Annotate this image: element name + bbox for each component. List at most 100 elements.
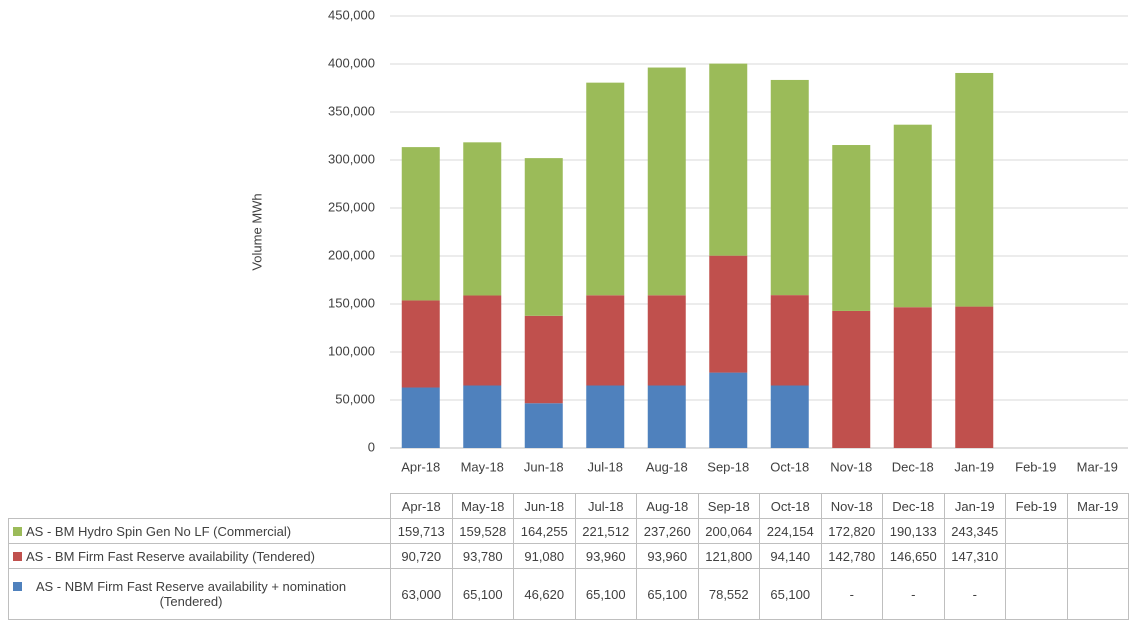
bar-segment: [586, 385, 625, 448]
y-tick-label: 100,000: [328, 343, 375, 358]
table-cell: [1066, 568, 1129, 620]
bar-segment: [770, 79, 809, 296]
table-cell: [1066, 518, 1129, 544]
y-tick-label: 350,000: [328, 103, 375, 118]
x-tick-label: May-18: [461, 459, 504, 474]
x-tick-label: Oct-18: [770, 459, 809, 474]
y-tick-label: 0: [368, 439, 375, 454]
table-cell: 78,552: [697, 568, 760, 620]
bar-segment: [832, 310, 871, 448]
table-cell: 224,154: [759, 518, 822, 544]
data-table: Apr-18 May-18 Jun-18 Jul-18 Aug-18 Sep-18 Oct-…: [8, 493, 1129, 620]
table-series-name: AS - BM Hydro Spin Gen No LF (Commercial…: [8, 518, 391, 544]
table-cell: -: [882, 568, 945, 620]
y-tick-label: 450,000: [328, 7, 375, 22]
bar-segment: [524, 158, 563, 316]
legend-label: AS - NBM Firm Fast Reserve availability …: [35, 579, 347, 609]
x-tick-label: Feb-19: [1015, 459, 1056, 474]
x-tick-label: Mar-19: [1077, 459, 1118, 474]
table-row: AS - BM Firm Fast Reserve availability (…: [8, 543, 1129, 569]
bar-segment: [586, 82, 625, 296]
table-cell: 164,255: [513, 518, 576, 544]
bar-segment: [524, 403, 563, 448]
table-cell: 65,100: [759, 568, 822, 620]
table-header-cell: Aug-18: [636, 493, 699, 519]
table-series-name: AS - BM Firm Fast Reserve availability (…: [8, 543, 391, 569]
y-tick-label: 50,000: [335, 391, 375, 406]
legend-label: AS - BM Firm Fast Reserve availability (…: [26, 548, 315, 564]
table-cell: 65,100: [451, 568, 514, 620]
table-cell: [1066, 543, 1129, 569]
bar-segment: [647, 67, 686, 296]
table-cell: 90,720: [390, 543, 453, 569]
table-header-cell: Jun-18: [513, 493, 576, 519]
y-tick-label: 200,000: [328, 247, 375, 262]
table-cell: 93,780: [451, 543, 514, 569]
bar-segment: [709, 255, 748, 373]
table-cell: 46,620: [513, 568, 576, 620]
x-tick-label: Nov-18: [830, 459, 872, 474]
y-tick-label: 300,000: [328, 151, 375, 166]
table-cell: 65,100: [574, 568, 637, 620]
bar-segment: [955, 306, 994, 448]
x-tick-label: Jun-18: [524, 459, 564, 474]
table-cell: 65,100: [636, 568, 699, 620]
table-cell: 200,064: [697, 518, 760, 544]
x-tick-label: Aug-18: [646, 459, 688, 474]
table-cell: 221,512: [574, 518, 637, 544]
bar-segment: [647, 385, 686, 448]
y-tick-label: 250,000: [328, 199, 375, 214]
table-cell: 142,780: [820, 543, 883, 569]
legend-label: AS - BM Hydro Spin Gen No LF (Commercial…: [26, 523, 292, 539]
table-cell: 63,000: [390, 568, 453, 620]
x-tick-label: Jan-19: [954, 459, 994, 474]
bar-segment: [401, 147, 440, 301]
bar-segment: [770, 385, 809, 448]
table-header-cell: Oct-18: [759, 493, 822, 519]
bar-segment: [832, 145, 871, 311]
table-header-cell: Feb-19: [1005, 493, 1068, 519]
bar-segment: [955, 72, 994, 307]
legend-swatch: [13, 526, 22, 536]
bar-segment: [401, 300, 440, 388]
chart: Volume MWh 0 50,000 100,000 150,000 200,000 2…: [249, 7, 1128, 474]
table-header-cell: Jul-18: [574, 493, 637, 519]
table-header-cell: Mar-19: [1066, 493, 1129, 519]
table-cell: 94,140: [759, 543, 822, 569]
table-cell: 121,800: [697, 543, 760, 569]
table-cell: 147,310: [943, 543, 1006, 569]
bar-segment: [401, 387, 440, 448]
y-tick-label: 150,000: [328, 295, 375, 310]
bar-segment: [770, 295, 809, 386]
table-cell: [1005, 543, 1068, 569]
bar-segment: [709, 372, 748, 448]
table-row: AS - NBM Firm Fast Reserve availability …: [8, 568, 1129, 620]
x-tick-label: Apr-18: [401, 459, 440, 474]
legend-swatch: [13, 582, 22, 591]
table-corner: [9, 494, 391, 519]
table-header-cell: Apr-18: [390, 493, 453, 519]
table-cell: -: [820, 568, 883, 620]
bar-segment: [524, 315, 563, 404]
x-tick-label: Jul-18: [588, 459, 623, 474]
table-header-cell: Jan-19: [943, 493, 1006, 519]
bar-segment: [463, 295, 502, 386]
table-cell: 237,260: [636, 518, 699, 544]
table-cell: 93,960: [636, 543, 699, 569]
table-cell: 190,133: [882, 518, 945, 544]
table-cell: 159,713: [390, 518, 453, 544]
bar-segment: [463, 142, 502, 296]
table-cell: 93,960: [574, 543, 637, 569]
bar-segment: [647, 295, 686, 386]
x-tick-label: Dec-18: [892, 459, 934, 474]
bar-segment: [463, 385, 502, 448]
table-cell: 91,080: [513, 543, 576, 569]
table-cell: [1005, 568, 1068, 620]
table-header-cell: Dec-18: [882, 493, 945, 519]
x-tick-label: Sep-18: [707, 459, 749, 474]
y-tick-label: 400,000: [328, 55, 375, 70]
table-row: AS - BM Hydro Spin Gen No LF (Commercial…: [8, 518, 1129, 544]
bar-segment: [586, 295, 625, 386]
table-cell: [1005, 518, 1068, 544]
